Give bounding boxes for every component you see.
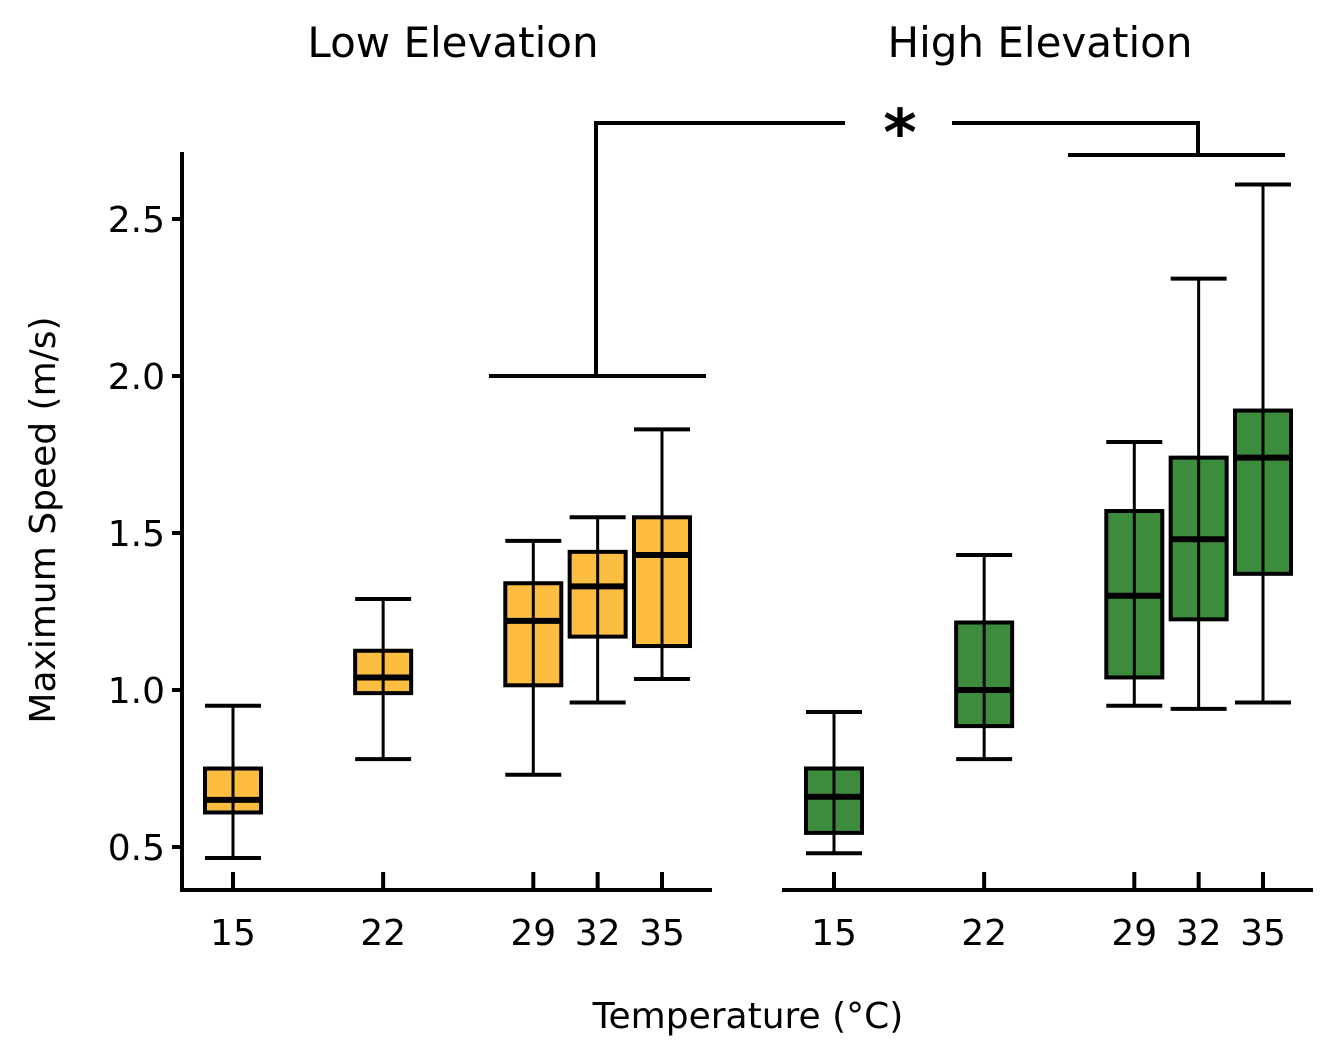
- y-axis-label: Maximum Speed (m/s): [23, 316, 64, 723]
- y-tick-label: 0.5: [108, 828, 165, 869]
- x-tick-label: 35: [1240, 913, 1286, 954]
- panel-title-low: Low Elevation: [307, 18, 598, 67]
- panel-title-high: High Elevation: [888, 18, 1193, 67]
- x-tick-label: 15: [210, 913, 256, 954]
- significance-bracket-high: [952, 121, 1285, 157]
- x-tick-label: 22: [360, 913, 406, 954]
- significance-asterisk: *: [883, 97, 916, 171]
- x-tick-label: 29: [1111, 913, 1157, 954]
- x-tick-label: 29: [510, 913, 556, 954]
- x-tick-label: 22: [961, 913, 1007, 954]
- y-tick-label: 1.5: [108, 514, 165, 555]
- y-tick-label: 2.5: [108, 200, 165, 241]
- x-tick-label: 35: [639, 913, 685, 954]
- significance-bracket-low: [489, 121, 845, 378]
- x-tick-label: 15: [811, 913, 857, 954]
- x-tick-label: 32: [575, 913, 621, 954]
- x-axis-label: Temperature (°C): [592, 996, 904, 1037]
- y-tick-label: 2.0: [108, 357, 165, 398]
- y-tick-label: 1.0: [108, 671, 165, 712]
- x-tick-label: 32: [1176, 913, 1222, 954]
